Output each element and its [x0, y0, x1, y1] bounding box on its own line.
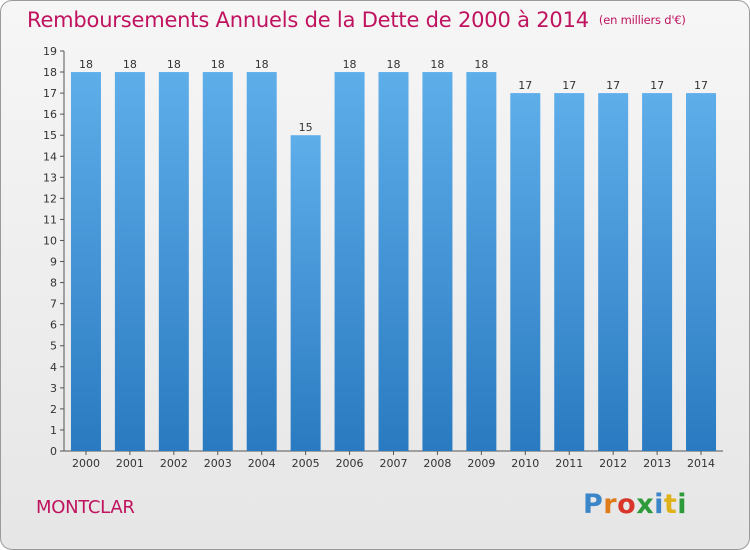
x-tick-label: 2013 — [643, 457, 671, 470]
x-tick-label: 2010 — [511, 457, 539, 470]
data-label: 18 — [474, 58, 488, 71]
bar — [598, 93, 629, 452]
data-label: 18 — [255, 58, 269, 71]
chart-title: Remboursements Annuels de la Dette de 20… — [27, 8, 686, 32]
data-label: 18 — [167, 58, 181, 71]
data-label: 17 — [606, 79, 620, 92]
x-tick-label: 2002 — [160, 457, 188, 470]
y-tick-label: 8 — [50, 277, 57, 290]
x-tick-label: 2008 — [423, 457, 451, 470]
logo-letter: o — [617, 489, 637, 520]
bar — [114, 72, 145, 451]
bar — [686, 93, 717, 452]
data-label: 18 — [211, 58, 225, 71]
x-tick-label: 2014 — [687, 457, 715, 470]
bar — [642, 93, 673, 452]
y-tick-label: 16 — [43, 108, 57, 121]
x-tick-label: 2007 — [380, 457, 408, 470]
logo-letter: P — [583, 489, 604, 520]
bar — [290, 135, 321, 452]
data-label: 17 — [562, 79, 576, 92]
bar — [510, 93, 541, 452]
logo-letter: i — [677, 489, 688, 520]
y-tick-label: 7 — [50, 298, 57, 311]
logo-letter: i — [654, 489, 664, 520]
bar — [202, 72, 233, 451]
bar — [246, 72, 277, 451]
data-label: 15 — [299, 121, 313, 134]
y-tick-label: 11 — [43, 213, 57, 226]
data-label: 18 — [79, 58, 93, 71]
y-tick-label: 5 — [50, 340, 57, 353]
bar — [466, 72, 497, 451]
bar — [158, 72, 189, 451]
x-tick-label: 2006 — [336, 457, 364, 470]
data-label: 18 — [430, 58, 444, 71]
y-tick-label: 14 — [43, 150, 57, 163]
data-label: 17 — [518, 79, 532, 92]
bar — [378, 72, 409, 451]
y-tick-label: 0 — [50, 445, 57, 458]
bar — [422, 72, 453, 451]
y-tick-label: 12 — [43, 192, 57, 205]
logo-letter: r — [603, 489, 618, 520]
y-tick-label: 4 — [50, 361, 57, 374]
x-tick-label: 2000 — [72, 457, 100, 470]
x-tick-label: 2004 — [248, 457, 276, 470]
logo-letter: x — [636, 489, 655, 520]
y-tick-label: 6 — [50, 319, 57, 332]
title-unit: (en milliers d'€) — [598, 13, 686, 27]
data-label: 18 — [343, 58, 357, 71]
logo-letter: t — [663, 489, 678, 520]
data-label: 18 — [387, 58, 401, 71]
x-tick-label: 2011 — [555, 457, 583, 470]
y-tick-label: 9 — [50, 256, 57, 269]
data-label: 18 — [123, 58, 137, 71]
y-tick-label: 19 — [43, 45, 57, 58]
bar — [70, 72, 101, 451]
y-tick-label: 18 — [43, 66, 57, 79]
x-tick-label: 2005 — [292, 457, 320, 470]
x-tick-label: 2001 — [116, 457, 144, 470]
y-tick-label: 13 — [43, 171, 57, 184]
y-tick-label: 1 — [50, 424, 57, 437]
x-tick-label: 2003 — [204, 457, 232, 470]
commune-name: MONTCLAR — [36, 497, 135, 518]
data-label: 17 — [694, 79, 708, 92]
y-tick-label: 17 — [43, 87, 57, 100]
title-text: Remboursements Annuels de la Dette de 20… — [27, 8, 589, 32]
y-tick-label: 2 — [50, 403, 57, 416]
data-label: 17 — [650, 79, 664, 92]
proxiti-logo: Proxiti — [583, 489, 687, 520]
x-tick-label: 2012 — [599, 457, 627, 470]
bar — [334, 72, 365, 451]
x-tick-label: 2009 — [467, 457, 495, 470]
y-tick-label: 15 — [43, 129, 57, 142]
y-tick-label: 10 — [43, 234, 57, 247]
y-tick-label: 3 — [50, 382, 57, 395]
bar — [554, 93, 585, 452]
